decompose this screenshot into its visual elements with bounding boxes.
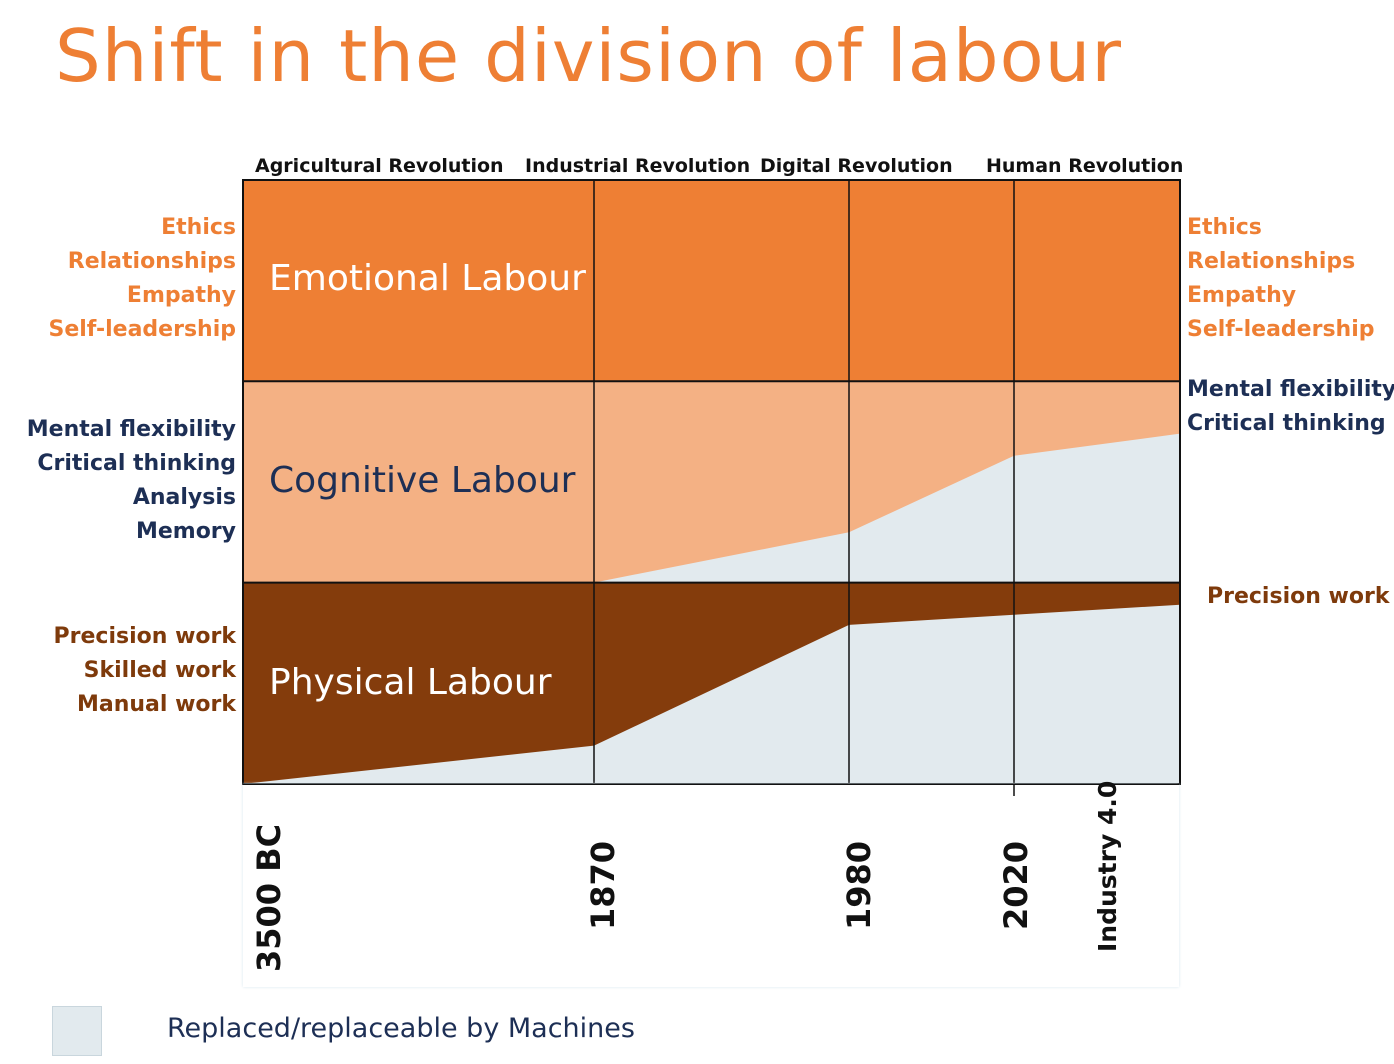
left-cognitive-skills: Mental flexibility Critical thinking Ana… bbox=[27, 413, 236, 549]
revolution-label: Industrial Revolution bbox=[525, 155, 751, 177]
legend-label: Replaced/replaceable by Machines bbox=[167, 1013, 635, 1044]
band-emotional-labour bbox=[243, 180, 1180, 382]
skill-label: Relationships bbox=[67, 249, 236, 274]
skill-label: Relationships bbox=[1187, 249, 1356, 274]
left-emotional-skills: Ethics Relationships Empathy Self-leader… bbox=[49, 211, 237, 347]
left-physical-skills: Precision work Skilled work Manual work bbox=[54, 620, 236, 722]
skill-label: Self-leadership bbox=[1187, 317, 1375, 342]
right-emotional-skills: Ethics Relationships Empathy Self-leader… bbox=[1187, 211, 1375, 347]
band-label-cognitive: Cognitive Labour bbox=[269, 460, 576, 501]
skill-label: Memory bbox=[135, 519, 236, 544]
x-tick-label: 1980 bbox=[840, 840, 878, 930]
skill-label: Critical thinking bbox=[1187, 411, 1386, 436]
machine-replaced-area bbox=[243, 604, 1180, 784]
right-cognitive-skills: Mental flexibility Critical thinking bbox=[1187, 373, 1394, 441]
x-tick-label: 1870 bbox=[584, 840, 622, 930]
skill-label: Critical thinking bbox=[37, 451, 236, 476]
skill-label: Self-leadership bbox=[48, 317, 237, 342]
band-label-physical: Physical Labour bbox=[269, 662, 552, 703]
chart-border bbox=[242, 179, 1181, 785]
x-tick-label: 2020 bbox=[997, 840, 1035, 930]
machine-replaced-area bbox=[243, 433, 1180, 583]
skill-label: Mental flexibility bbox=[26, 417, 236, 442]
x-axis-area bbox=[243, 784, 1179, 987]
skill-label: Precision work bbox=[1207, 584, 1390, 609]
x-tick-label: 3500 BC bbox=[250, 823, 288, 972]
skill-label: Analysis bbox=[132, 485, 236, 510]
skill-label: Empathy bbox=[1187, 283, 1297, 308]
revolution-label: Agricultural Revolution bbox=[255, 155, 504, 177]
skill-label: Ethics bbox=[1187, 215, 1262, 240]
x-tick-label: Industry 4.0 bbox=[1093, 780, 1122, 952]
skill-label: Precision work bbox=[53, 624, 236, 649]
skill-label: Empathy bbox=[126, 283, 236, 308]
revolution-label: Human Revolution bbox=[986, 155, 1184, 177]
right-physical-skills: Precision work bbox=[1207, 580, 1389, 614]
page-title: Shift in the division of labour bbox=[55, 14, 1122, 98]
skill-label: Ethics bbox=[161, 215, 236, 240]
band-label-emotional: Emotional Labour bbox=[269, 258, 586, 299]
skill-label: Mental flexibility bbox=[1187, 377, 1394, 402]
revolution-label: Digital Revolution bbox=[760, 155, 953, 177]
skill-label: Manual work bbox=[76, 692, 236, 717]
legend-swatch-machines bbox=[52, 1006, 102, 1056]
skill-label: Skilled work bbox=[83, 658, 236, 683]
